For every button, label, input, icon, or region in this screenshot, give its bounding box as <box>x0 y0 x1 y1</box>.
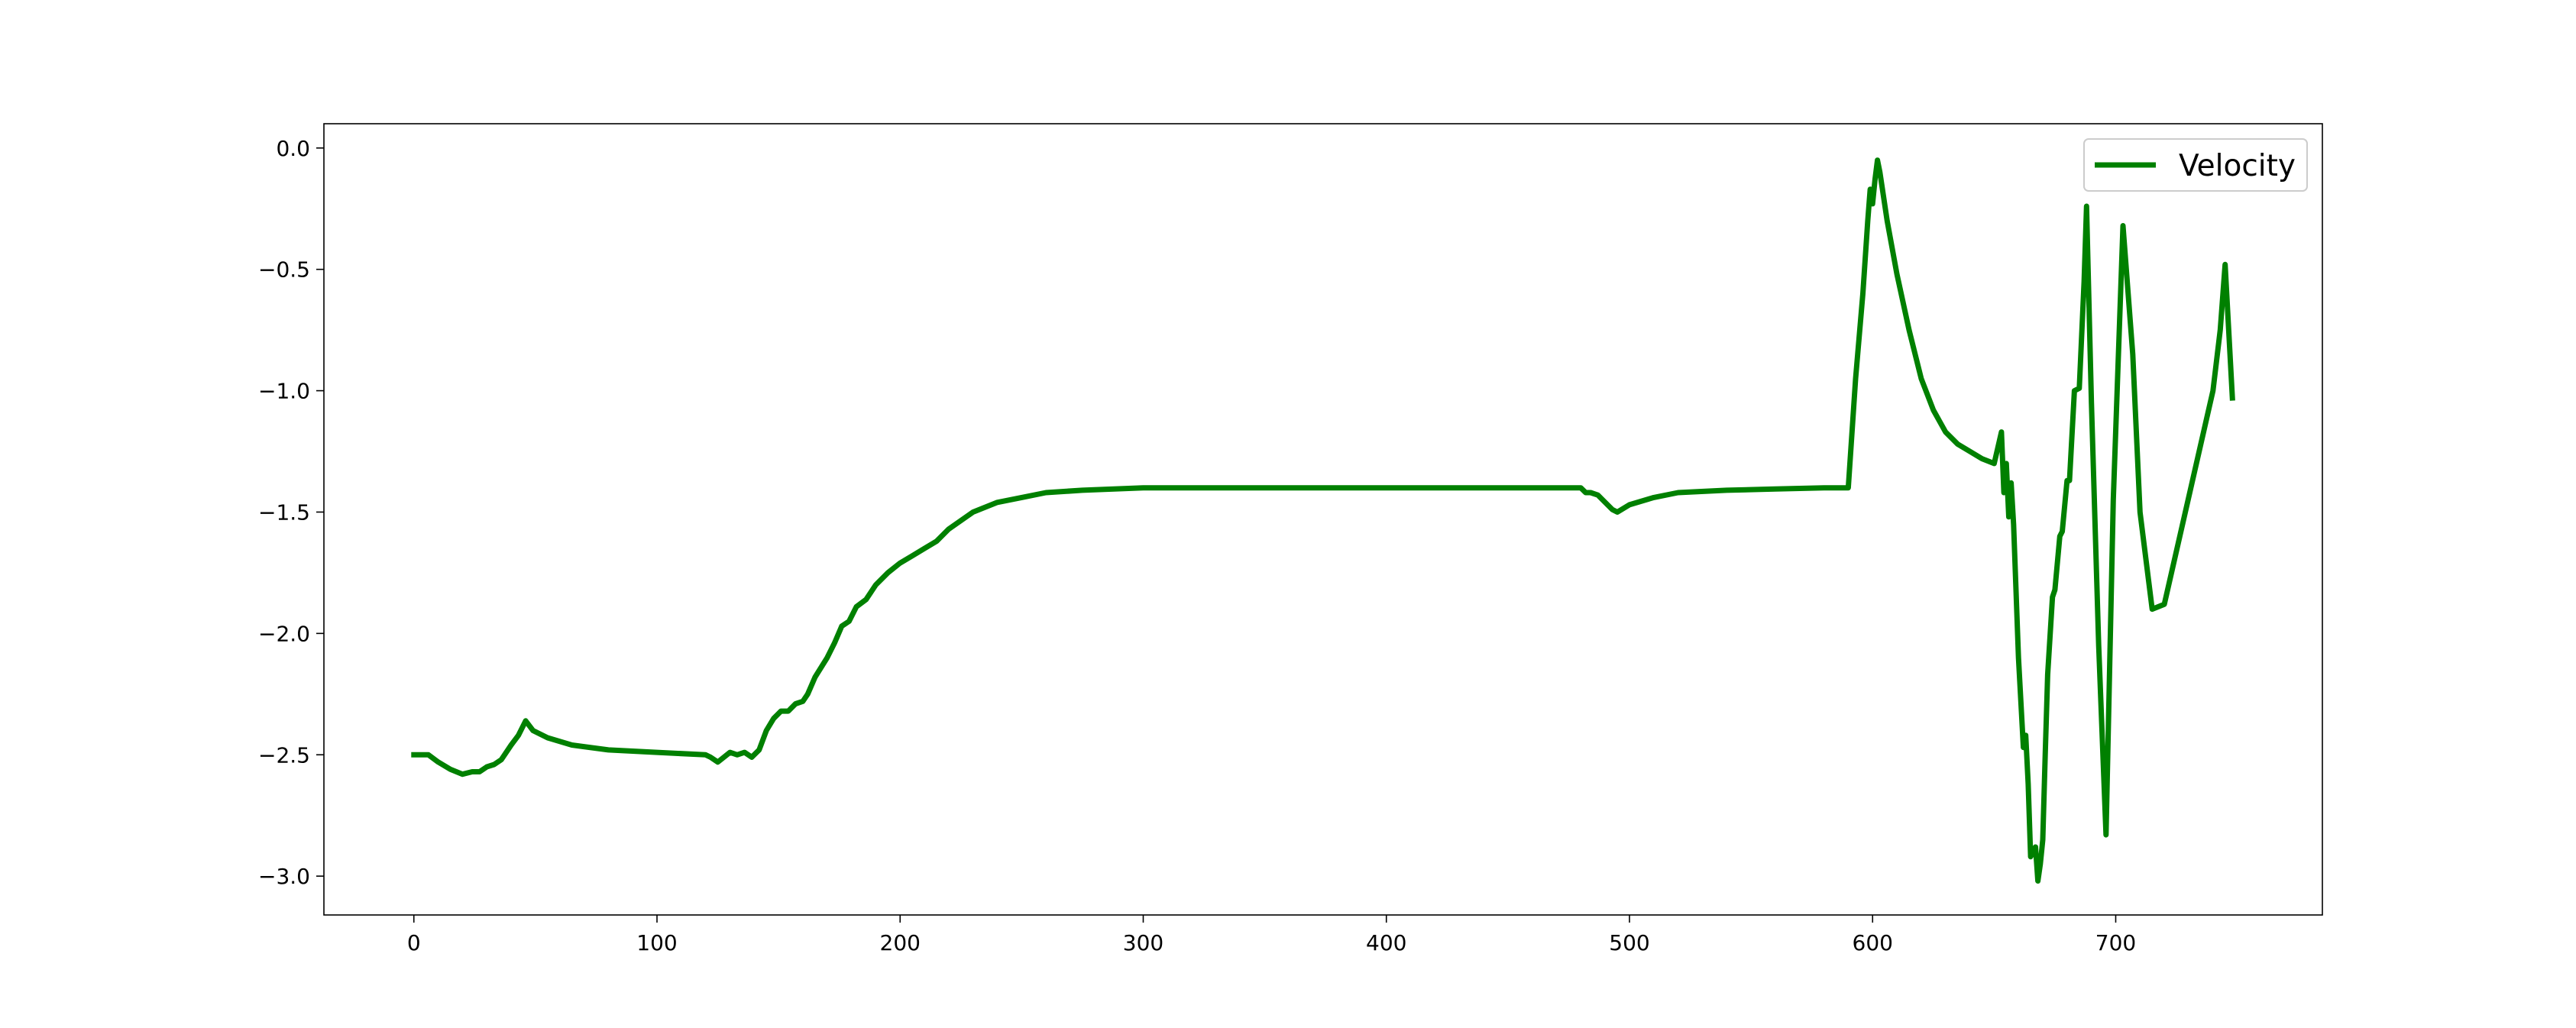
y-tick-label: −1.0 <box>258 379 310 404</box>
legend-box <box>2083 138 2308 192</box>
y-tick-label: −3.0 <box>258 864 310 889</box>
x-tick-label: 100 <box>636 930 677 955</box>
plot-frame <box>323 123 2323 916</box>
x-tick-label: 400 <box>1366 930 1406 955</box>
y-tick-label: 0.0 <box>276 136 310 161</box>
y-tick-label: −2.5 <box>258 742 310 768</box>
y-tick-label: −0.5 <box>258 257 310 283</box>
x-tick-label: 700 <box>2095 930 2136 955</box>
x-tick-label: 500 <box>1609 930 1649 955</box>
plot-area <box>323 123 2323 916</box>
y-tick-label: −2.0 <box>258 621 310 646</box>
legend-label: Velocity <box>2179 149 2296 183</box>
series-line-velocity <box>411 157 2235 884</box>
x-tick-label: 600 <box>1853 930 1893 955</box>
series-layer <box>411 157 2235 884</box>
tick-layer: 0 100 200 300 400 500 600 700 0.0 −0.5 −1.0 −1.5 −2.… <box>258 136 2136 955</box>
y-tick-label: −1.5 <box>258 499 310 525</box>
x-tick-label: 200 <box>880 930 921 955</box>
x-tick-label: 300 <box>1123 930 1163 955</box>
legend: Velocity <box>2083 138 2308 192</box>
x-tick-label: 0 <box>407 930 421 955</box>
